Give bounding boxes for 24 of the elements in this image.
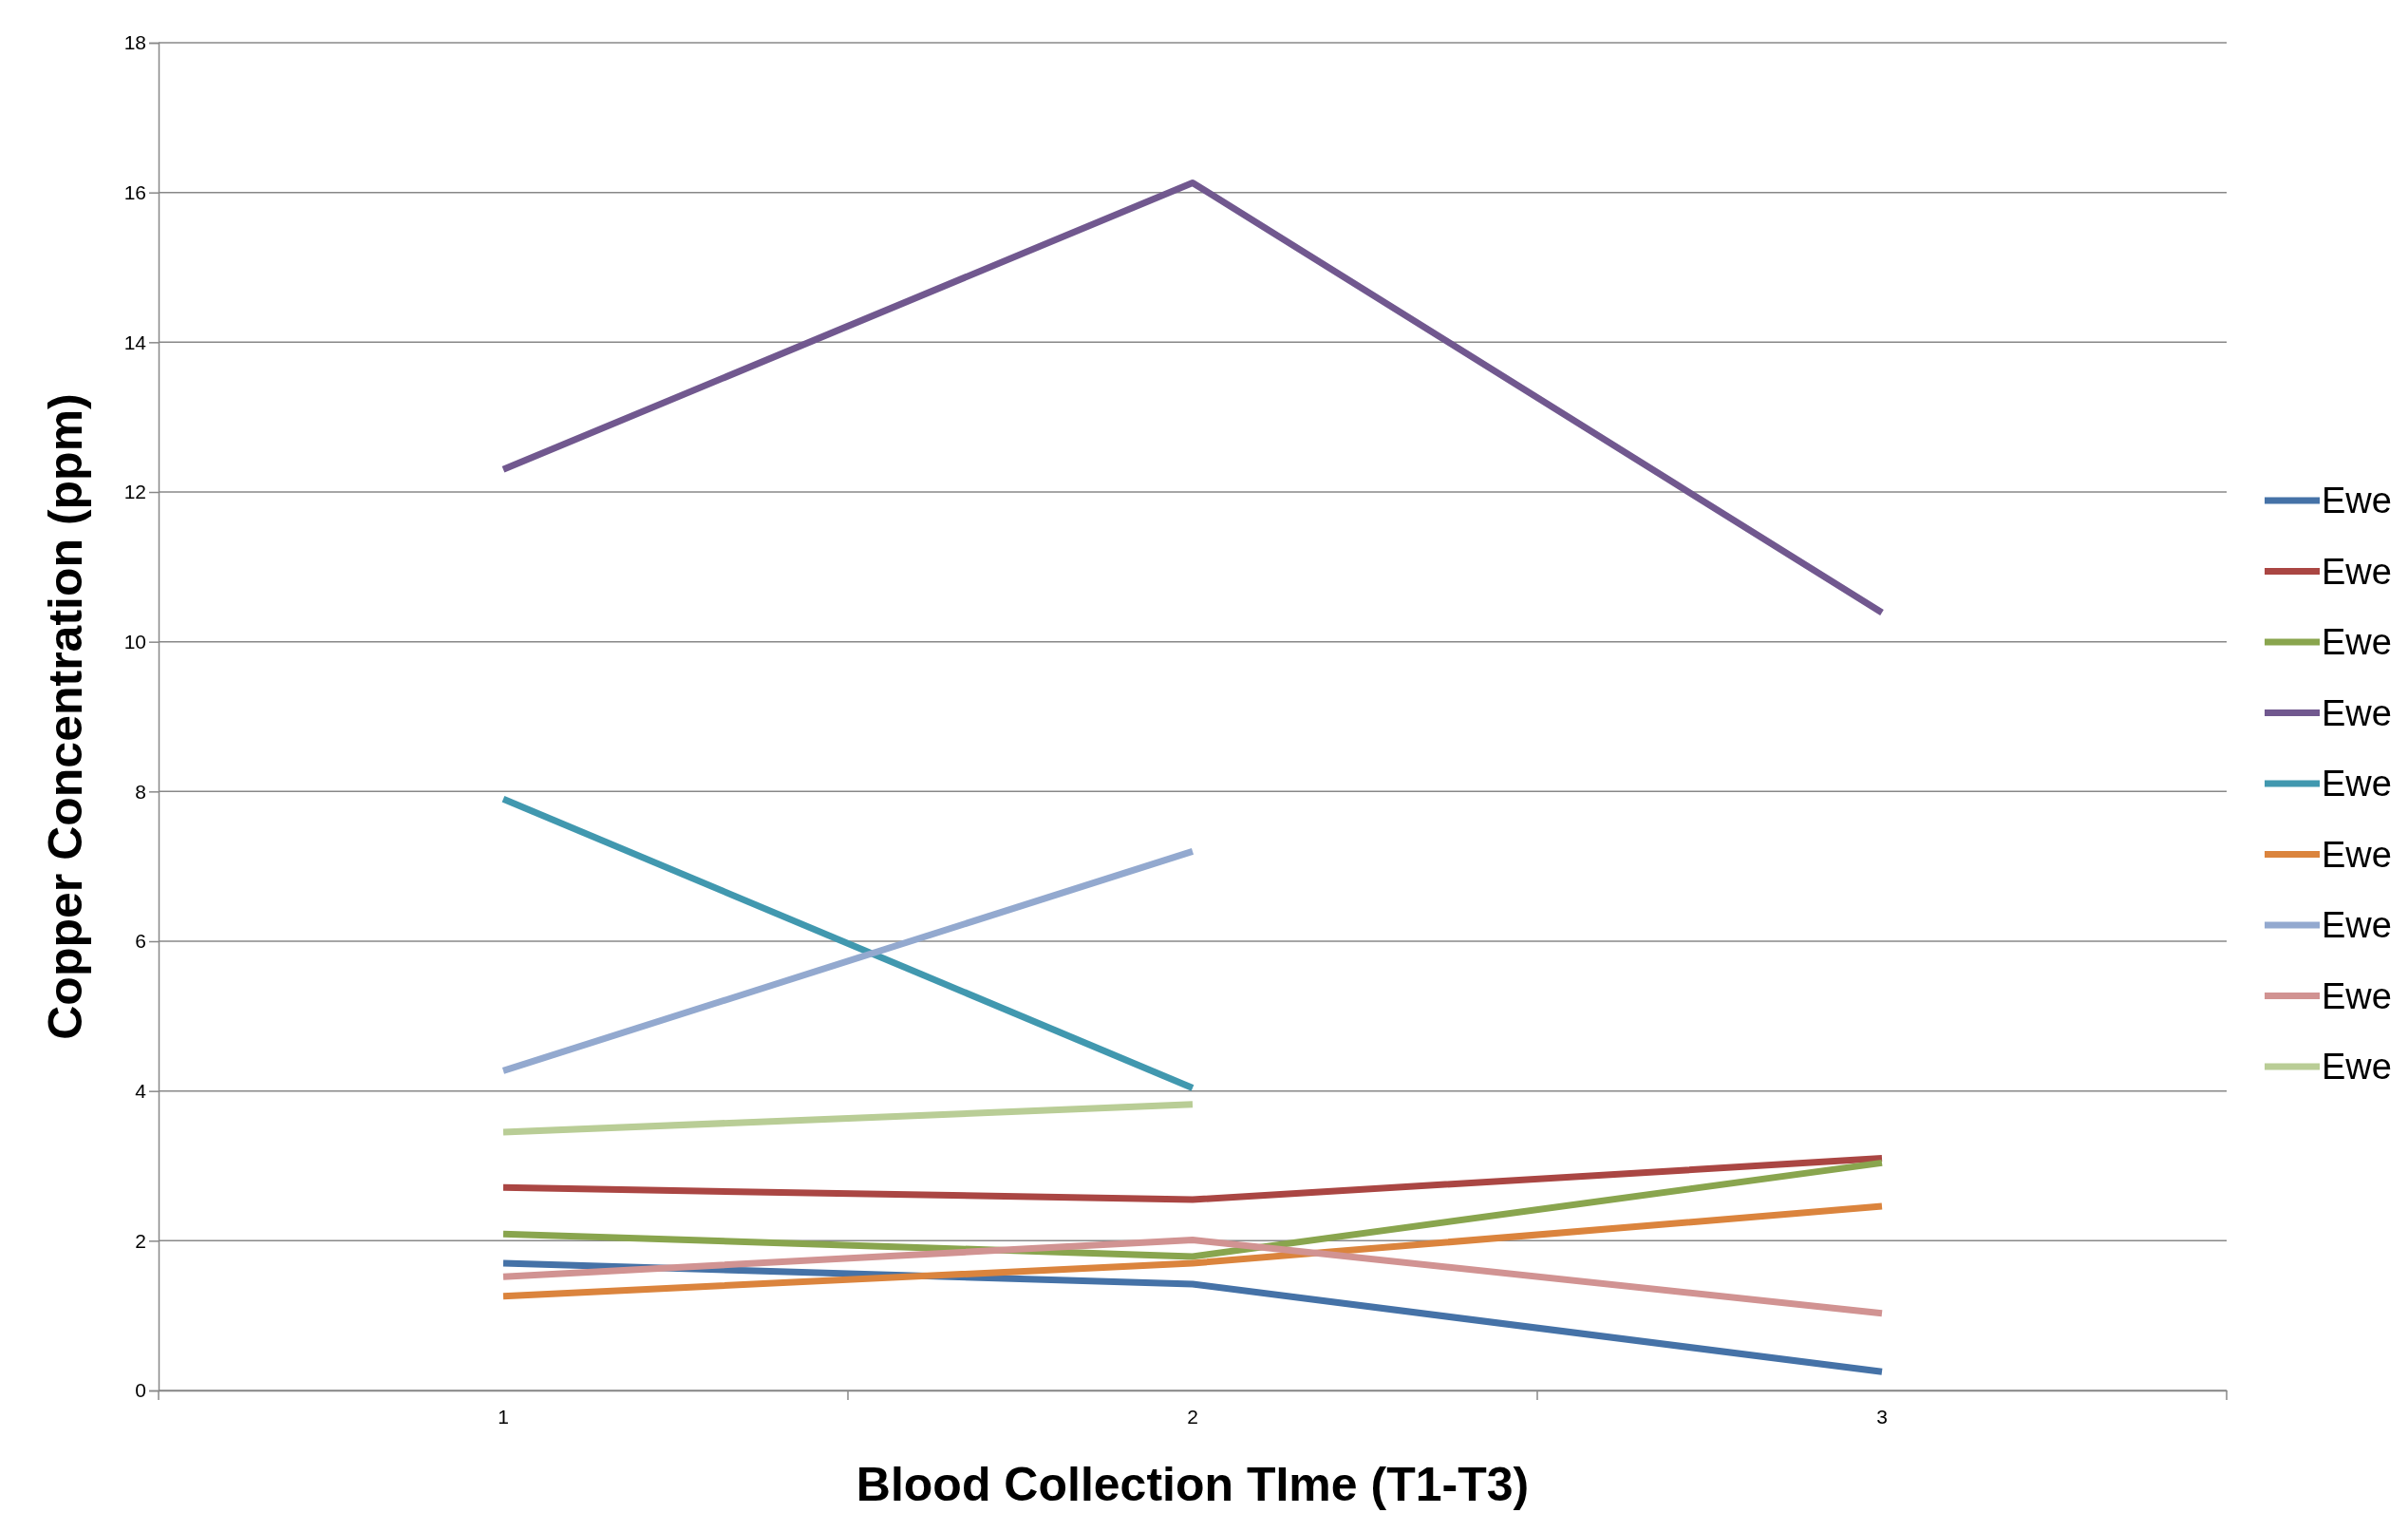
legend-label: Ewe xyxy=(2322,692,2392,733)
x-tick-label: 2 xyxy=(1187,1405,1198,1428)
x-tick-label: 3 xyxy=(1876,1405,1888,1428)
y-tick-label: 10 xyxy=(123,630,146,653)
legend-label: Ewe xyxy=(2322,551,2392,592)
y-tick-label: 16 xyxy=(123,180,146,203)
legend-label: Ewe xyxy=(2322,622,2392,662)
y-tick-label: 12 xyxy=(123,481,146,503)
y-axis-title: Copper Concentration (ppm) xyxy=(39,393,92,1040)
y-tick-label: 14 xyxy=(123,331,147,353)
y-tick-label: 18 xyxy=(123,31,146,54)
y-tick-label: 2 xyxy=(135,1229,146,1252)
legend-label: Ewe xyxy=(2322,764,2392,804)
legend-label: Ewe xyxy=(2322,905,2392,945)
y-tick-label: 0 xyxy=(135,1379,146,1402)
legend-label: Ewe xyxy=(2322,834,2392,875)
x-tick-label: 1 xyxy=(498,1405,509,1428)
legend-label: Ewe xyxy=(2322,1047,2392,1087)
y-tick-label: 6 xyxy=(135,930,146,953)
legend-label: Ewe xyxy=(2322,481,2392,520)
legend-label: Ewe xyxy=(2322,975,2392,1016)
y-tick-label: 8 xyxy=(135,780,146,803)
y-tick-label: 4 xyxy=(135,1079,147,1102)
x-axis-title: Blood Collection TIme (T1-T3) xyxy=(856,1458,1530,1511)
